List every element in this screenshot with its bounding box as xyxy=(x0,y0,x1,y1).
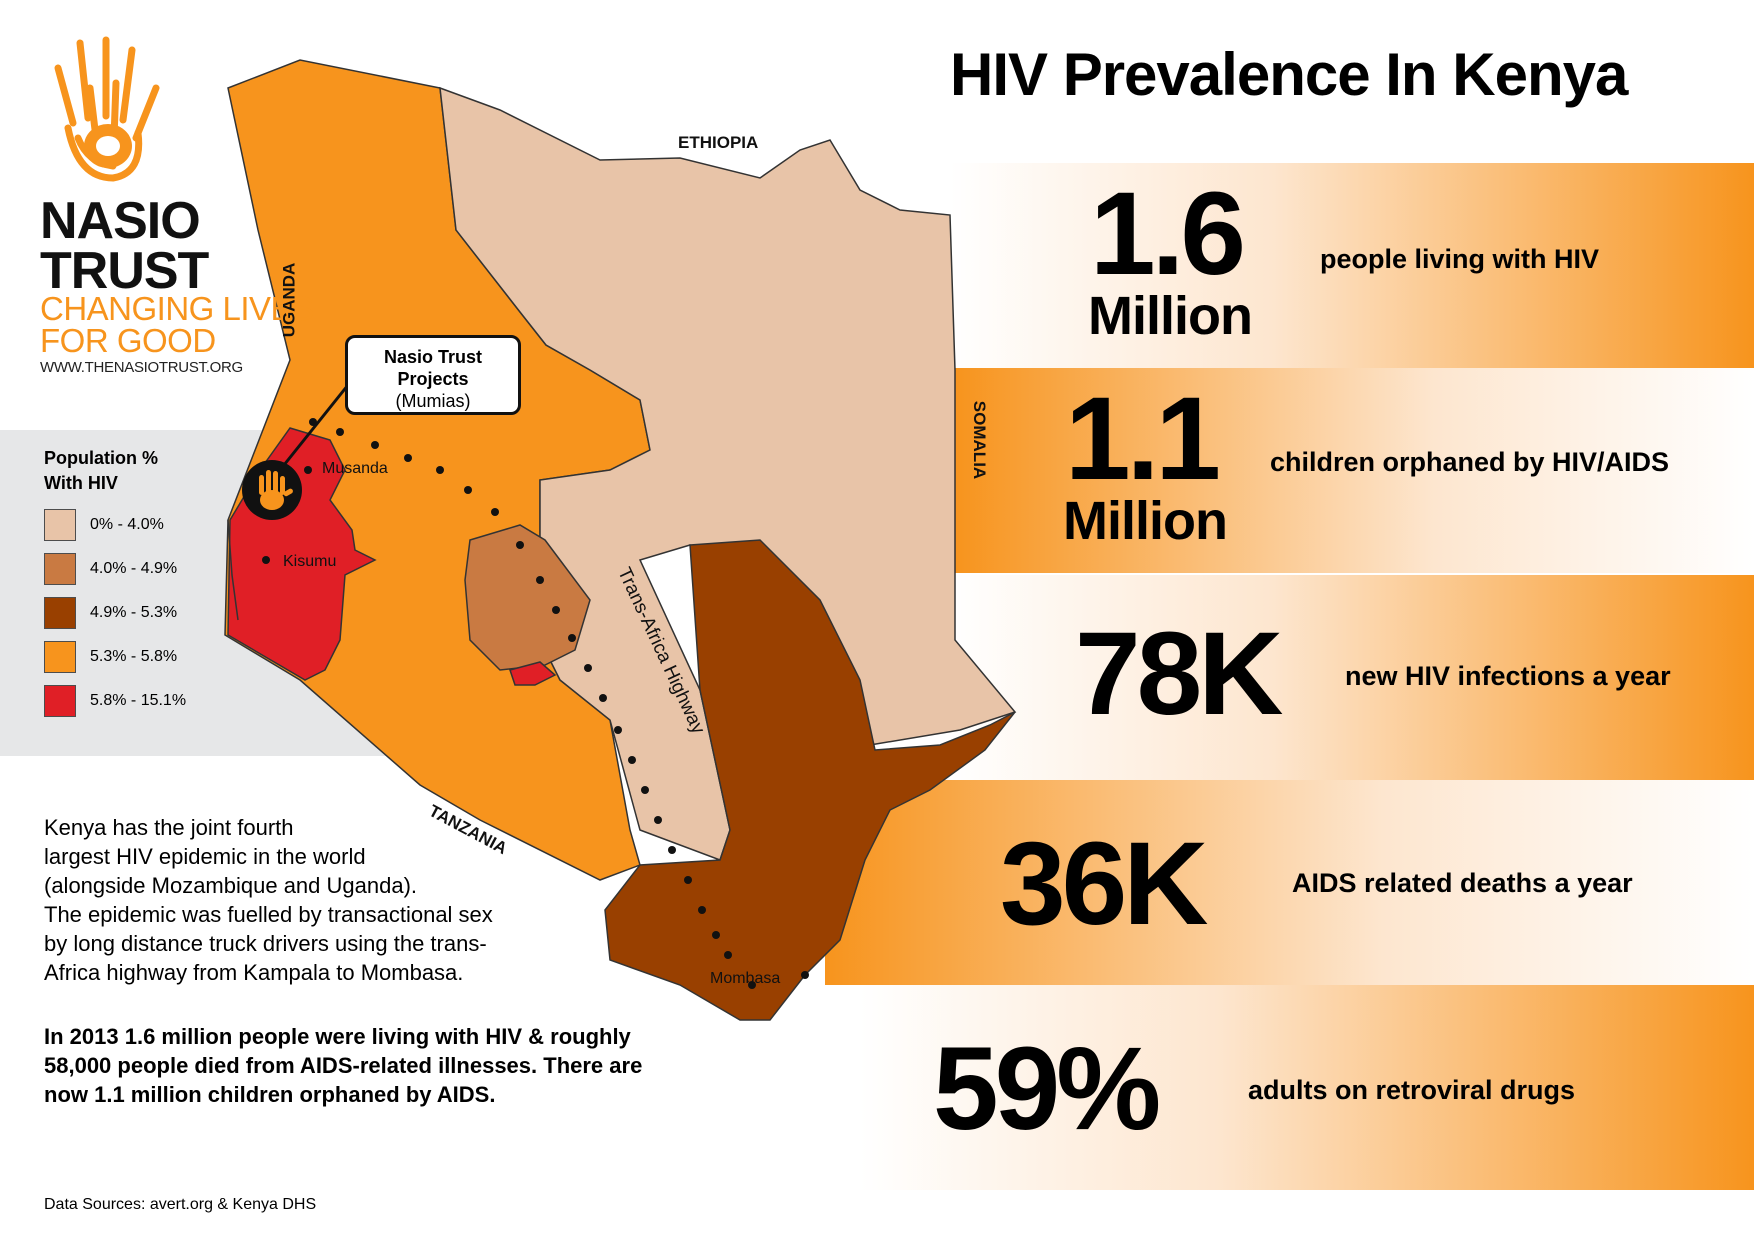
legend-swatch xyxy=(44,641,76,673)
stat-band-3 xyxy=(950,575,1754,780)
callout-line1: Nasio Trust xyxy=(383,347,483,367)
info-line: Kenya has the joint fourth xyxy=(44,815,294,840)
info-paragraph: Kenya has the joint fourth largest HIV e… xyxy=(44,813,564,987)
hand-print-icon xyxy=(54,36,160,182)
stat-band-4 xyxy=(825,780,1754,985)
callout-line2: Projects xyxy=(397,369,469,389)
logo-tagline-line2: FOR GOOD xyxy=(40,322,216,359)
legend-swatch xyxy=(44,685,76,717)
country-label-somalia: SOMALIA xyxy=(970,400,990,480)
legend-label: 4.0% - 4.9% xyxy=(90,560,178,577)
legend-label: 5.3% - 5.8% xyxy=(90,648,178,665)
region-coast-dark xyxy=(604,539,1016,1021)
city-label-musanda: Musanda xyxy=(322,460,388,477)
legend-item: 4.0% - 4.9% xyxy=(44,551,177,587)
legend-swatch xyxy=(44,597,76,629)
stat-description: AIDS related deaths a year xyxy=(1292,868,1633,898)
info-line: Africa highway from Kampala to Mombasa. xyxy=(44,960,464,985)
legend-title: Population % With HIV xyxy=(44,446,244,496)
stat-number: 1.6 xyxy=(1090,168,1246,300)
callout-line xyxy=(278,384,350,471)
info-line: (alongside Mozambique and Uganda). xyxy=(44,873,418,898)
stat-band-2 xyxy=(955,368,1754,573)
legend-label: 4.9% - 5.3% xyxy=(90,604,178,621)
callout-line3: (Mumias) xyxy=(395,391,471,411)
legend-label: 0% - 4.0% xyxy=(90,516,164,533)
legend-title-line2: With HIV xyxy=(44,473,118,493)
info-bold-line: In 2013 1.6 million people were living w… xyxy=(44,1024,631,1049)
stat-unit: Million xyxy=(1088,286,1253,346)
legend-label: 5.8% - 15.1% xyxy=(90,692,187,709)
country-label-uganda: UGANDA xyxy=(279,262,299,338)
logo-tagline-line1: CHANGING LIVES xyxy=(40,290,314,327)
legend-title-line1: Population % xyxy=(44,448,158,468)
page-title: HIV Prevalence In Kenya xyxy=(950,41,1628,108)
legend-swatch xyxy=(44,553,76,585)
project-callout: Nasio Trust Projects (Mumias) xyxy=(345,335,521,415)
stat-band-5 xyxy=(860,985,1754,1190)
region-central-red xyxy=(509,661,557,686)
legend-item: 0% - 4.0% xyxy=(44,507,164,543)
city-dot-musanda xyxy=(304,466,312,474)
logo-name-line1: NASIO xyxy=(40,192,201,250)
info-line: The epidemic was fuelled by transactiona… xyxy=(44,902,493,927)
stat-number: 78K xyxy=(1075,608,1283,740)
info-bold-line: now 1.1 million children orphaned by AID… xyxy=(44,1082,496,1107)
stat-description: children orphaned by HIV/AIDS xyxy=(1270,447,1670,477)
info-bold-paragraph: In 2013 1.6 million people were living w… xyxy=(44,1022,724,1109)
logo-name-line2: TRUST xyxy=(40,242,209,300)
stat-number: 1.1 xyxy=(1065,373,1221,505)
stat-number: 36K xyxy=(1000,818,1208,950)
highway-route xyxy=(309,418,756,989)
legend-item: 5.3% - 5.8% xyxy=(44,639,177,675)
stat-description: people living with HIV xyxy=(1320,244,1600,274)
stat-band-1 xyxy=(950,163,1754,368)
region-central-medium xyxy=(464,524,591,671)
logo-url: WWW.THENASIOTRUST.ORG xyxy=(40,359,243,376)
marker-hand-icon xyxy=(259,470,293,510)
legend-item: 5.8% - 15.1% xyxy=(44,683,186,719)
info-line: largest HIV epidemic in the world xyxy=(44,844,366,869)
info-bold-line: 58,000 people died from AIDS-related ill… xyxy=(44,1053,643,1078)
city-dot-kisumu xyxy=(262,556,270,564)
stat-description: adults on retroviral drugs xyxy=(1248,1075,1576,1105)
stat-number: 59% xyxy=(933,1023,1161,1155)
info-line: by long distance truck drivers using the… xyxy=(44,931,487,956)
data-sources: Data Sources: avert.org & Kenya DHS xyxy=(44,1196,317,1213)
country-label-ethiopia: ETHIOPIA xyxy=(678,133,759,152)
city-label-mombasa: Mombasa xyxy=(710,970,781,987)
legend-item: 4.9% - 5.3% xyxy=(44,595,177,631)
stat-unit: Million xyxy=(1063,491,1228,551)
stat-description: new HIV infections a year xyxy=(1345,661,1671,691)
legend-swatch xyxy=(44,509,76,541)
lake-victoria-shore xyxy=(227,519,239,621)
city-label-kisumu: Kisumu xyxy=(283,553,337,570)
city-dot-mombasa xyxy=(801,971,809,979)
